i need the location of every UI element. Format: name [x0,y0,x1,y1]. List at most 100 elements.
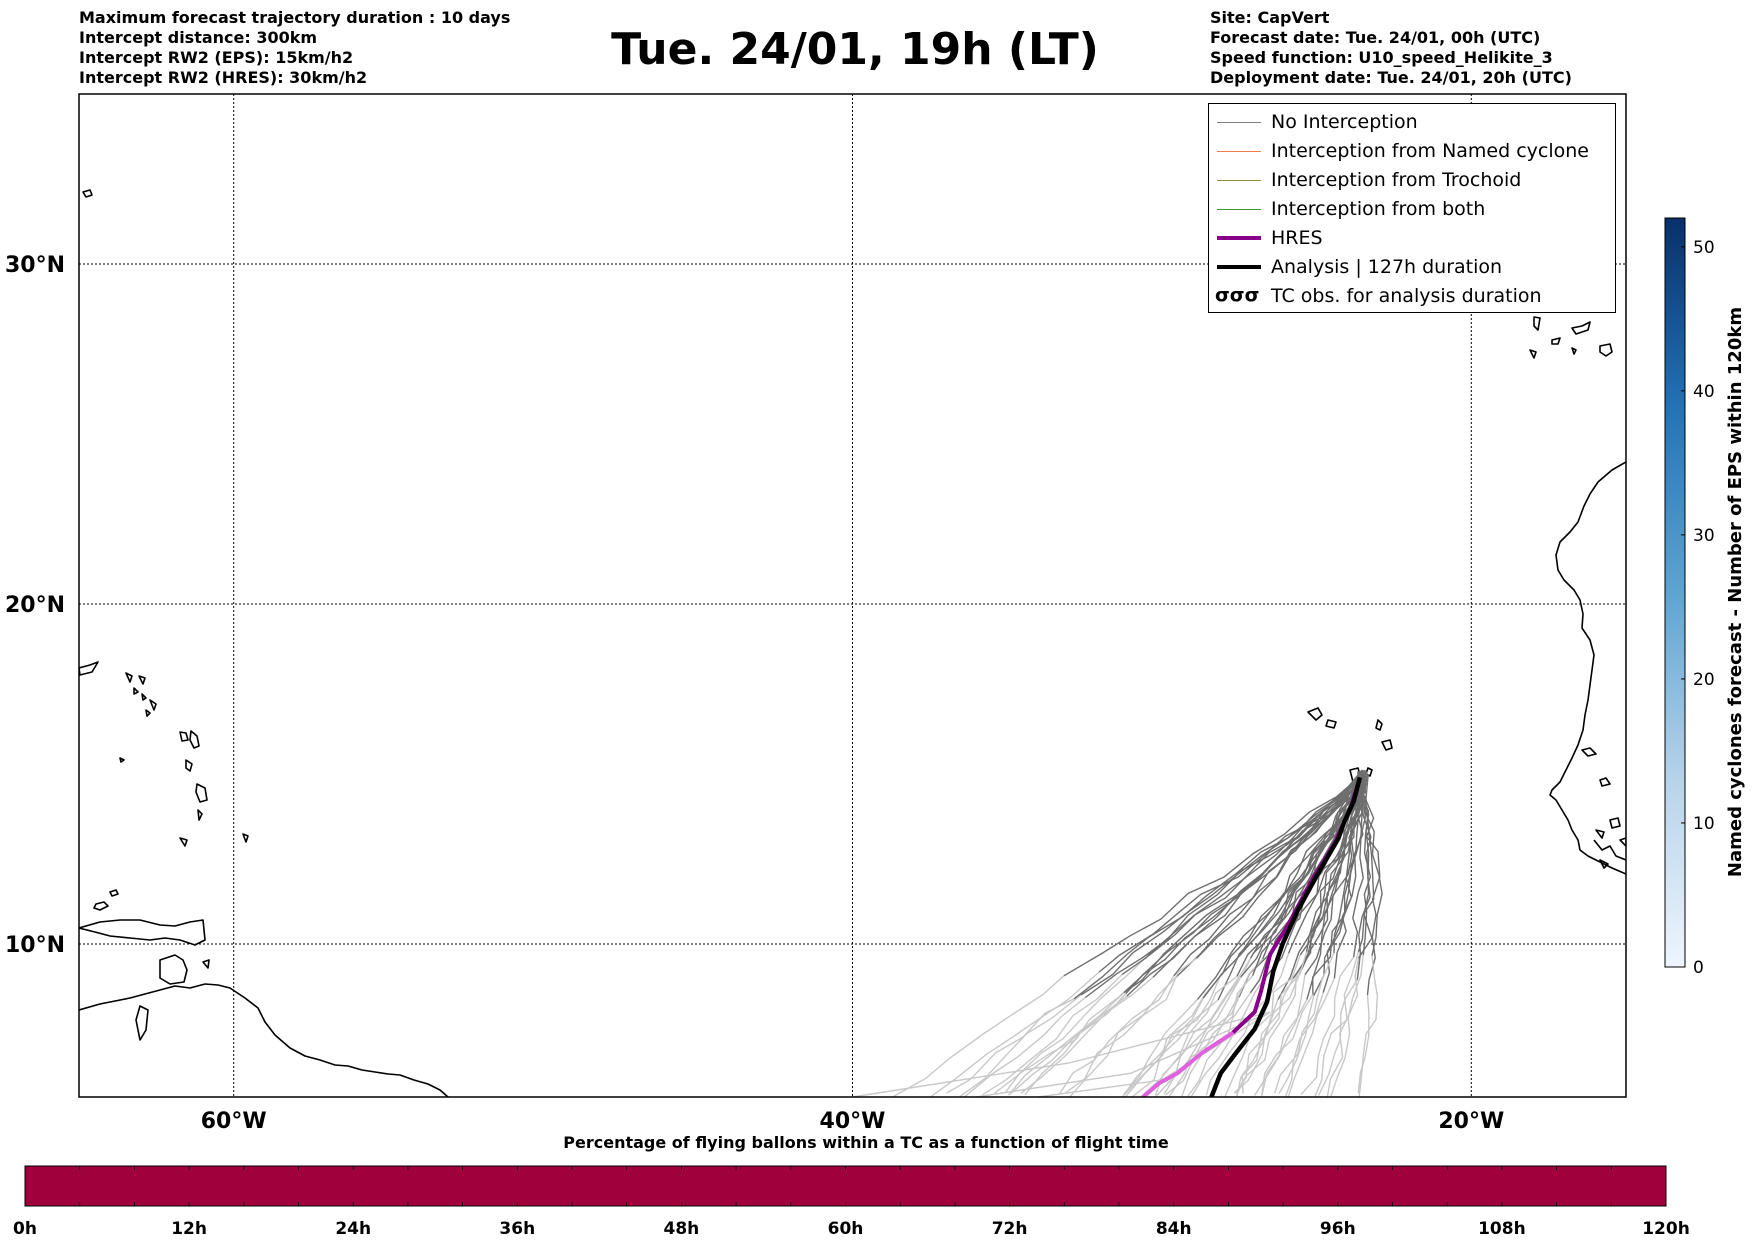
latitude-labels: 30°N 20°N 10°N [5,253,65,958]
latitude-tick-label: 10°N [5,933,65,958]
longitude-tick-label: 20°W [1438,1109,1504,1134]
bottom-colorbar-tick-label: 84h [1156,1219,1192,1239]
lesser-antilles-3 [179,731,189,742]
tobago-island [202,959,210,969]
trinidad-island [159,954,188,985]
eps-trajectory-faded [1326,957,1360,1097]
right-colorbar-tick-label: 20 [1693,670,1715,690]
run-parameters-right: Site: CapVert Forecast date: Tue. 24/01, … [1210,8,1572,88]
right-colorbar-tick-label: 10 [1693,814,1715,834]
eps-trajectory [1063,775,1362,977]
eps-trajectory-faded [1139,975,1238,1097]
eps-trajectory-faded [1121,997,1204,1097]
eps-trajectory-faded [1287,978,1336,1097]
right-colorbar-tick-label: 50 [1693,238,1715,258]
legend-swatch [1217,209,1261,210]
eps-trajectory [1221,777,1361,975]
eps-trajectory-faded [1261,999,1308,1095]
eps-trajectory [1125,769,1366,995]
right-colorbar-label: Named cyclones forecast - Number of EPS … [1725,307,1746,877]
eps-trajectory-faded [1123,998,1199,1095]
run-parameters-left-line: Intercept RW2 (EPS): 15km/h2 [79,48,354,67]
eps-trajectory-faded [1024,993,1127,1096]
cape-verde-santo-antao [1307,707,1323,721]
eps-trajectory [1147,777,1360,956]
west-africa-coast [1549,461,1626,875]
eps-trajectory-faded [1284,992,1324,1097]
cape-verde-boa-vista [1381,739,1393,751]
eps-trajectory-faded [1236,951,1308,1095]
eps-trajectory-faded [1154,957,1252,1096]
eps-trajectory-faded [993,954,1149,1095]
bottom-colorbar-tick-label: 60h [828,1219,864,1239]
right-colorbar-gradient [1664,217,1686,968]
venezuela-coast-island [79,919,206,946]
eps-trajectory-faded [1004,995,1121,1094]
virgin-islands [79,661,139,695]
eps-trajectory-faded [1205,953,1290,1096]
eps-trajectory-faded [1261,993,1314,1096]
eps-trajectory [1361,776,1381,996]
legend-item: σσσ TC obs. for analysis duration [1209,282,1615,311]
longitude-tick-label: 60°W [201,1109,267,1134]
right-colorbar-tick-label: 30 [1693,526,1715,546]
eps-trajectory [1098,774,1365,973]
eps-trajectory-faded [891,975,1065,1097]
legend-label: No Interception [1271,111,1418,133]
eps-trajectory-faded [1235,959,1306,1094]
eps-trajectory [1333,771,1368,979]
eps-trajectory-faded [1330,955,1364,1097]
run-parameters-left: Maximum forecast trajectory duration : 1… [79,8,510,88]
eps-trajectory [1313,770,1365,996]
eps-trajectory [1352,776,1368,958]
legend-swatch [1217,122,1261,123]
cape-verde-sao-vicente [1325,719,1337,729]
longitude-tick-label: 40°W [820,1109,886,1134]
eps-trajectory [1305,776,1368,952]
bottom-colorbar-tick-label: 36h [499,1219,535,1239]
eps-trajectory-faded [1236,977,1294,1097]
run-parameters-right-line: Speed function: U10_speed_Helikite_3 [1210,48,1553,67]
bottom-colorbar-ticks: 0h 12h 24h 36h 48h 60h 72h 84h 96h 108h 120h [13,1166,1690,1239]
eps-trajectory [1235,776,1366,961]
eps-trajectory [1196,770,1364,959]
eps-trajectory-faded [929,971,1100,1097]
legend-swatch [1217,180,1261,181]
legend-item: Interception from both [1209,195,1615,224]
lesser-antilles-7 [149,699,157,711]
legend-label: Analysis | 127h duration [1271,256,1503,278]
pr-island [82,189,93,198]
lesser-antilles-4 [185,759,193,772]
bottom-colorbar-tick-label: 96h [1320,1219,1356,1239]
right-colorbar-tick-label: 0 [1693,958,1704,978]
run-parameters-right-line: Site: CapVert [1210,8,1330,27]
longitude-labels: 60°W 40°W 20°W [201,1109,1504,1134]
legend-swatch [1217,151,1261,152]
eps-trajectory-faded [982,974,1123,1096]
eps-trajectory-faded [1224,954,1301,1097]
eps-trajectory-faded [1020,976,1154,1094]
run-parameters-right-line: Deployment date: Tue. 24/01, 20h (UTC) [1210,68,1572,87]
eps-trajectory [1202,772,1361,999]
eps-trajectory-faded [976,1011,1271,1097]
legend-swatch [1217,265,1261,269]
legend-label: HRES [1271,227,1323,249]
canary-islands [1529,316,1613,359]
bottom-colorbar-title: Percentage of flying ballons within a TC… [563,1133,1169,1152]
lesser-antilles-1 [189,730,200,749]
legend-label: Interception from both [1271,198,1486,220]
bottom-colorbar-tick-label: 108h [1478,1219,1526,1239]
eps-trajectory-faded [1358,955,1379,1097]
eps-trajectory [1298,771,1362,975]
bottom-colorbar-bar [24,1165,1667,1207]
bottom-colorbar-tick-label: 24h [335,1219,371,1239]
eps-trajectory-faded [1187,992,1252,1097]
eps-trajectory-faded [1131,999,1219,1097]
trajectories [852,769,1383,1097]
bottom-colorbar-tick-label: 120h [1642,1219,1690,1239]
eps-trajectory-faded [1300,956,1355,1096]
eps-trajectory-faded [1314,951,1360,1097]
eps-trajectory-faded [1233,973,1301,1094]
tc-obs-glyph-icon: σσσ [1215,284,1260,306]
senegal-islands [1581,747,1626,847]
